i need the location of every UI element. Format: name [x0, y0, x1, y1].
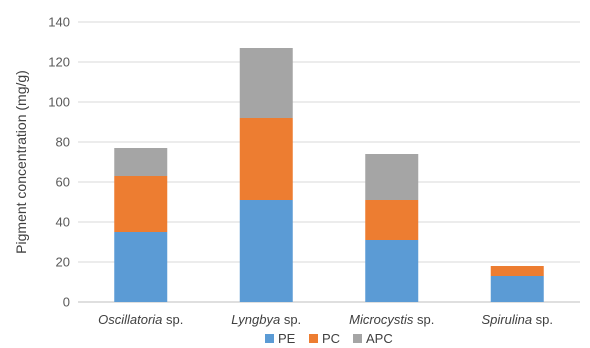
legend-label-pe: PE — [278, 331, 296, 346]
x-category-label: Lyngbya sp. — [231, 312, 301, 327]
y-tick-label: 40 — [56, 215, 70, 230]
bar-pc-spirulina — [490, 266, 544, 276]
y-tick-label: 60 — [56, 175, 70, 190]
y-axis-title: Pigment concentration (mg/g) — [13, 70, 29, 254]
bar-pe-spirulina — [490, 276, 544, 302]
bar-pe-lyngbya — [239, 200, 293, 302]
legend-swatch-pe — [265, 334, 274, 343]
y-tick-label: 20 — [56, 255, 70, 270]
legend-swatch-pc — [309, 334, 318, 343]
x-category-label: Oscillatoria sp. — [98, 312, 183, 327]
y-tick-label: 0 — [63, 295, 70, 310]
y-tick-label: 80 — [56, 135, 70, 150]
bars — [114, 48, 544, 302]
bar-apc-lyngbya — [239, 48, 293, 118]
bar-pe-oscillatoria — [114, 232, 168, 302]
legend: PE PC APC — [265, 331, 393, 346]
x-category-label: Microcystis sp. — [349, 312, 434, 327]
bar-apc-oscillatoria — [114, 148, 168, 176]
y-tick-label: 120 — [48, 55, 70, 70]
bar-pc-oscillatoria — [114, 176, 168, 232]
bar-pe-microcystis — [365, 240, 419, 302]
legend-label-pc: PC — [322, 331, 340, 346]
y-tick-label: 140 — [48, 15, 70, 30]
legend-swatch-apc — [353, 334, 362, 343]
bar-pc-microcystis — [365, 200, 419, 240]
y-axis-ticks: 0 20 40 60 80 100 120 140 — [48, 15, 70, 310]
x-category-label: Spirulina sp. — [481, 312, 553, 327]
legend-label-apc: APC — [366, 331, 393, 346]
y-tick-label: 100 — [48, 95, 70, 110]
bar-pc-lyngbya — [239, 118, 293, 200]
bar-apc-microcystis — [365, 154, 419, 200]
x-axis-labels: Oscillatoria sp. Lyngbya sp. Microcystis s… — [98, 312, 553, 327]
